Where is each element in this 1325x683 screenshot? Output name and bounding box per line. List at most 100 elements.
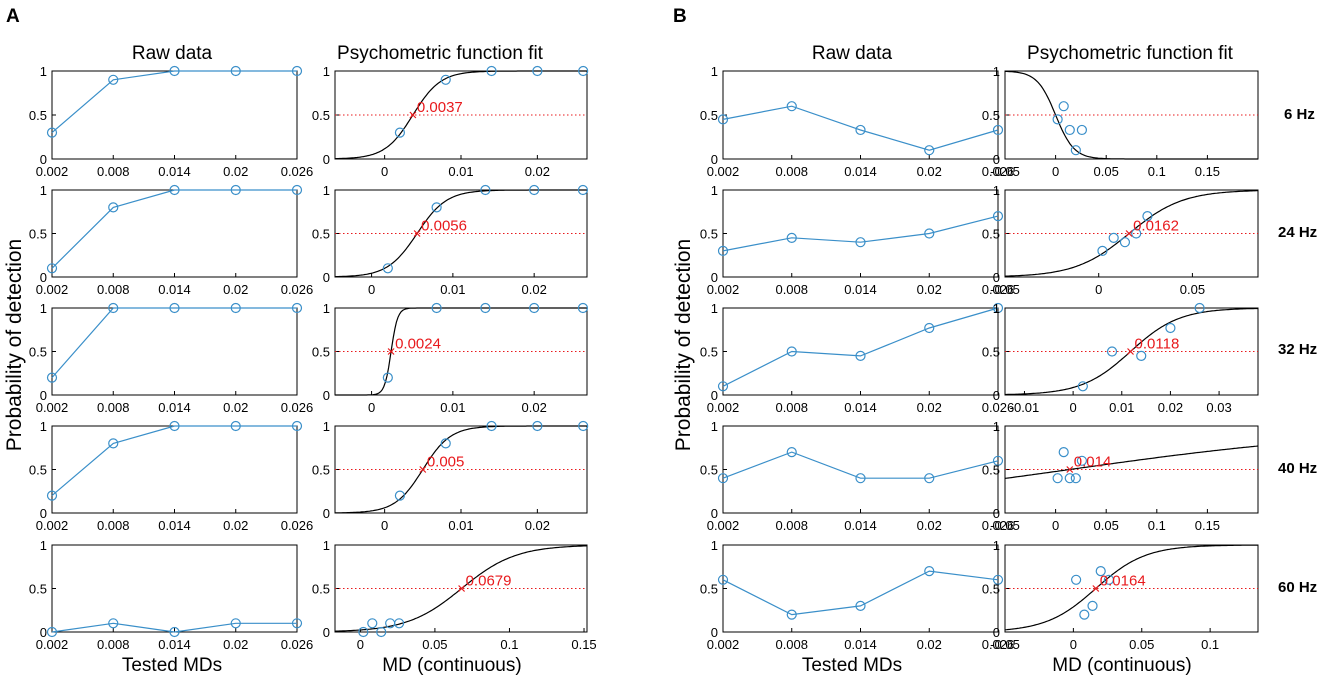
- A-fit-4-xtick-label: 0.01: [448, 518, 473, 533]
- B-fit-4-threshold-marker: [1066, 466, 1074, 473]
- B-raw-4-ytick-label: 0.5: [700, 463, 718, 478]
- A-fit-3-ytick-label: 0: [323, 388, 330, 403]
- A-fit-5-ytick-label: 1: [323, 538, 330, 553]
- A-fit-5-point: [367, 618, 378, 629]
- B-fit-4-point: [1058, 447, 1069, 458]
- A-raw-1-xtick-label: 0.008: [97, 164, 130, 179]
- B-fit-4-xtick-label: 0: [1052, 518, 1059, 533]
- A-fit-2-xtick-label: 0.01: [440, 282, 465, 297]
- B-raw-3-point: [717, 381, 729, 392]
- A-raw-5-ytick-label: 1: [40, 538, 47, 553]
- B-fit-1-point: [1052, 114, 1063, 125]
- A-raw-2-xtick-label: 0.014: [158, 282, 191, 297]
- B-raw-3-axes: 0 0.5 1 0.002 0.008 0.014 0.02 0.026: [700, 301, 1014, 415]
- B-fit-1-point: [1058, 101, 1069, 112]
- B-raw-1-frame: [722, 70, 999, 160]
- A-raw-4-point: [291, 420, 303, 432]
- A-fit-2-ytick-label: 1: [323, 183, 330, 198]
- A-raw-2-ytick-label: 1: [40, 183, 47, 198]
- B-raw-1-point: [855, 124, 866, 136]
- A-fit-2-threshold-label: 0.0056: [421, 218, 467, 235]
- B-fit-5-ytick-label: 0.5: [982, 582, 1000, 597]
- A-fit-2-point: [431, 202, 442, 213]
- A-raw-3-point: [46, 372, 58, 383]
- A-fit-4-point: [578, 420, 589, 432]
- B-raw-3-ytick-label: 1: [711, 301, 718, 316]
- B-raw-2-axes: 0 0.5 1 0.002 0.008 0.014 0.02 0.026: [700, 183, 1014, 297]
- B-raw-1-xtick-label: 0.008: [775, 164, 808, 179]
- B-raw-1-point: [717, 114, 729, 125]
- B-raw-1-series-line: [722, 105, 999, 151]
- B-raw-5-xtick-label: 0.014: [844, 637, 877, 652]
- A-raw-1-point: [169, 65, 180, 77]
- B-fit-1-xtick-label: 0: [1052, 164, 1059, 179]
- A-raw-2-point: [46, 263, 58, 274]
- B-raw-5-point: [924, 565, 935, 577]
- A-raw-1-ytick-label: 0: [40, 152, 47, 167]
- A-raw-3-xtick-label: 0.014: [158, 400, 191, 415]
- B-fit-1-point: [1064, 124, 1075, 136]
- A-raw-2-point: [169, 184, 180, 196]
- A-raw-5-axes: 0 0.5 1 0.002 0.008 0.014 0.02 0.026: [29, 538, 313, 652]
- panel-a-fit-xlabel: MD (continuous): [382, 655, 522, 676]
- A-raw-2-axes: 0 0.5 1 0.002 0.008 0.014 0.02 0.026: [29, 183, 313, 297]
- A-raw-3-series-line: [51, 307, 297, 378]
- A-fit-5-threshold-label: 0.0679: [466, 573, 512, 590]
- A-raw-1-xtick-label: 0.014: [158, 164, 191, 179]
- B-fit-4-xtick-label: 0.15: [1195, 518, 1220, 533]
- freq-label-3: 32 Hz: [1278, 341, 1318, 358]
- B-raw-4-axes: 0 0.5 1 0.002 0.008 0.014 0.02 0.026: [700, 419, 1014, 533]
- B-fit-3-axes: 0 0.5 1 -0.01 0 0.01 0.02 0.03 0.0118: [982, 301, 1259, 415]
- B-raw-4-ytick-label: 1: [711, 419, 718, 434]
- A-fit-4-xtick-label: 0: [381, 518, 388, 533]
- B-fit-5-point: [1087, 600, 1098, 612]
- B-raw-5-point: [992, 574, 1004, 585]
- A-raw-1-point: [230, 65, 241, 77]
- B-raw-4-xtick-label: 0.002: [707, 518, 740, 533]
- B-fit-4-point: [1064, 473, 1075, 484]
- B-raw-1-xtick-label: 0.014: [844, 164, 877, 179]
- A-fit-3-xtick-label: 0: [368, 400, 375, 415]
- B-raw-1-xtick-label: 0.026: [982, 164, 1015, 179]
- A-fit-3-fit-curve: [335, 307, 587, 396]
- A-fit-4-ytick-label: 0.5: [312, 463, 330, 478]
- freq-label-4: 40 Hz: [1278, 460, 1318, 477]
- B-raw-3-xtick-label: 0.026: [982, 400, 1015, 415]
- B-fit-3-point: [1194, 302, 1205, 314]
- B-raw-5-axes: 0 0.5 1 0.002 0.008 0.014 0.02 0.026: [700, 538, 1014, 652]
- A-fit-1-xtick-label: 0.02: [525, 164, 550, 179]
- A-raw-5-xtick-label: 0.002: [36, 637, 69, 652]
- A-raw-5-ytick-label: 0.5: [29, 582, 47, 597]
- A-raw-5-point: [108, 618, 119, 629]
- A-raw-5-xtick-label: 0.02: [223, 637, 248, 652]
- B-raw-1-point: [786, 101, 797, 112]
- B-fit-2-point: [1131, 228, 1142, 239]
- A-fit-3-point: [480, 302, 491, 314]
- A-raw-5-ytick-label: 0: [40, 625, 47, 640]
- A-raw-5-xtick-label: 0.014: [158, 637, 191, 652]
- B-fit-5-point: [1103, 574, 1115, 585]
- B-fit-2-xtick-label: -0.05: [990, 282, 1020, 297]
- B-fit-3-threshold-label: 0.0118: [1135, 336, 1180, 353]
- B-raw-5-ytick-label: 0: [711, 625, 718, 640]
- A-fit-1-point: [532, 65, 543, 77]
- A-raw-5-point: [230, 618, 241, 629]
- A-fit-2-point: [480, 184, 491, 196]
- A-fit-3-point: [529, 302, 540, 314]
- A-raw-3-xtick-label: 0.002: [36, 400, 69, 415]
- A-raw-5-xtick-label: 0.026: [281, 637, 314, 652]
- A-fit-5-point: [394, 618, 405, 629]
- B-fit-3-point: [1165, 322, 1176, 334]
- A-raw-4-series-line: [51, 425, 297, 497]
- B-fit-1-ytick-label: 1: [993, 64, 1000, 79]
- A-fit-5-point: [376, 626, 387, 638]
- B-raw-2-point: [786, 232, 797, 243]
- B-fit-1-xtick-label: 0.15: [1195, 164, 1220, 179]
- B-raw-5-ytick-label: 1: [711, 538, 718, 553]
- B-raw-3-xtick-label: 0.014: [844, 400, 877, 415]
- B-fit-5-point: [1095, 565, 1106, 577]
- B-fit-2-xtick-label: 0.05: [1180, 282, 1205, 297]
- A-fit-4-xtick-label: 0.02: [525, 518, 550, 533]
- A-raw-3-ytick-label: 0.5: [29, 345, 47, 360]
- B-fit-1-point: [1076, 124, 1088, 136]
